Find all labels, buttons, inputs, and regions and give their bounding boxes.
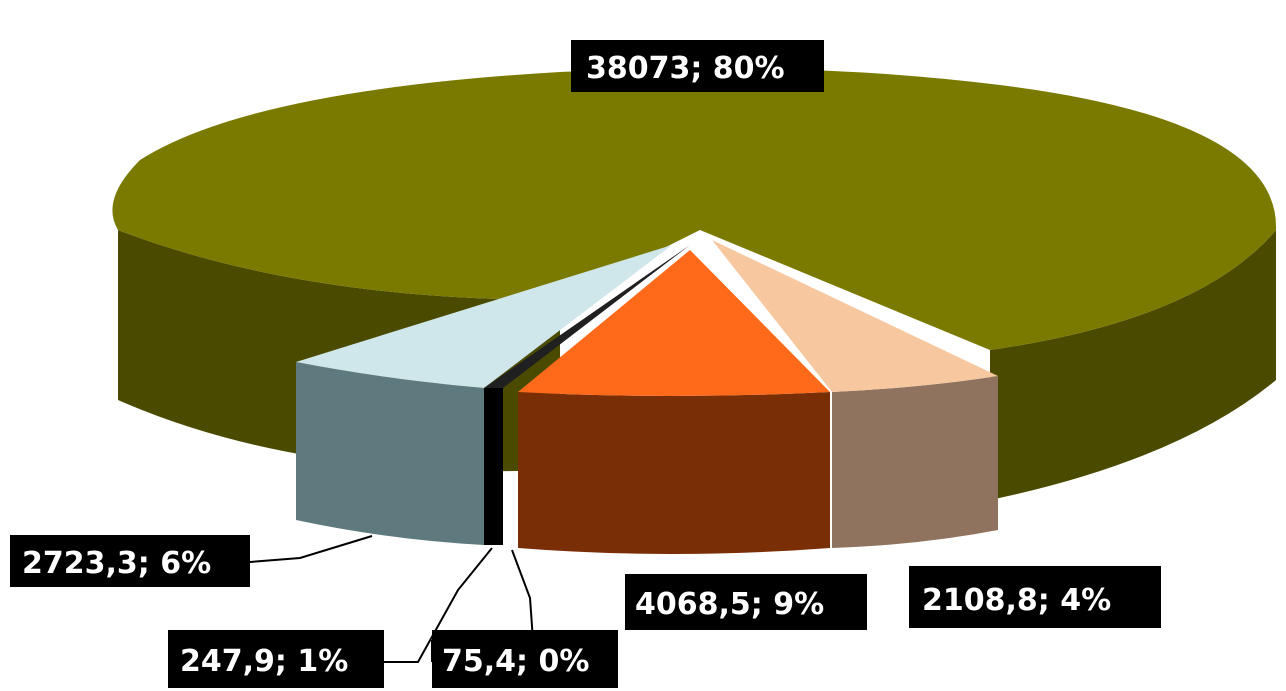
slice-main-top <box>112 68 1277 351</box>
slice-peach <box>712 240 998 548</box>
label-2108: 2108,8; 4% <box>909 566 1161 628</box>
label-2108-text: 2108,8; 4% <box>922 583 1111 618</box>
slice-peach-top <box>712 240 998 392</box>
slice-dark-side <box>484 388 503 545</box>
slice-dark <box>484 245 690 545</box>
data-labels: 38073; 80% 2723,3; 6% 2108,8; 4% 4068,5;… <box>10 40 1161 688</box>
slice-orange-side <box>518 392 830 554</box>
label-75-box <box>432 630 618 688</box>
slice-cyan-top <box>296 245 672 388</box>
label-75-text: 75,4; 0% <box>442 644 589 679</box>
label-247-box <box>168 630 384 688</box>
label-4068: 4068,5; 9% <box>625 574 867 630</box>
slice-peach-side <box>832 376 998 548</box>
label-4068-box <box>625 574 867 630</box>
slice-dark-top <box>484 245 690 388</box>
leader-247 <box>384 547 493 663</box>
leader-75b <box>511 549 534 641</box>
label-38073-box <box>571 40 824 92</box>
slice-cyan <box>296 245 672 545</box>
label-75: 75,4; 0% <box>432 630 618 688</box>
leader-2723 <box>249 535 373 563</box>
slice-main-side-right <box>990 230 1276 500</box>
slice-orange-top <box>518 250 830 396</box>
label-247-text: 247,9; 1% <box>180 644 348 679</box>
label-2723-box <box>10 535 250 587</box>
label-38073-text: 38073; 80% <box>586 51 785 86</box>
slice-cyan-side <box>296 362 484 545</box>
label-2723: 2723,3; 6% <box>10 535 250 587</box>
label-38073: 38073; 80% <box>571 40 824 92</box>
label-2108-box <box>909 566 1161 628</box>
label-2723-text: 2723,3; 6% <box>22 546 211 581</box>
label-4068-text: 4068,5; 9% <box>635 587 824 622</box>
label-247: 247,9; 1% <box>168 630 384 688</box>
slice-orange <box>518 250 830 554</box>
